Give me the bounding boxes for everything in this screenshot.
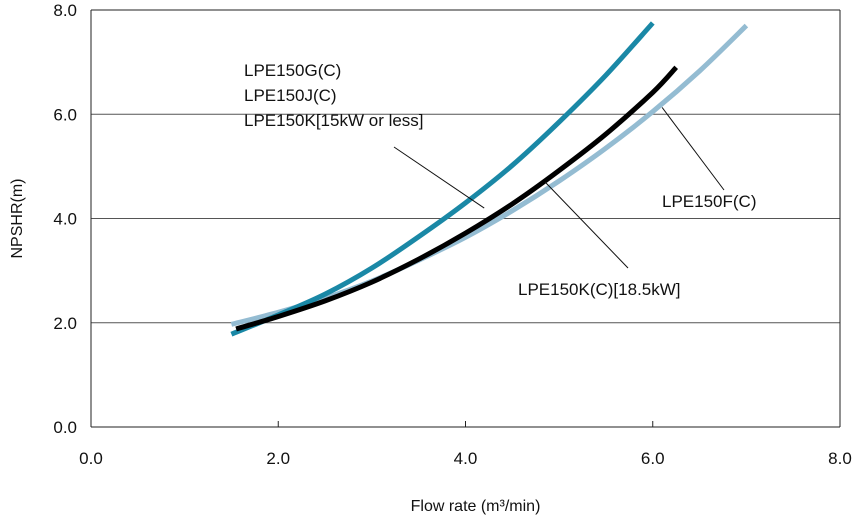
y-axis-title: NPSHR(m) [9, 179, 26, 259]
x-tick-label: 6.0 [641, 449, 665, 468]
annotation-label: LPE150K(C)[18.5kW] [518, 280, 681, 299]
y-tick-label: 4.0 [53, 210, 77, 229]
y-tick-label: 0.0 [53, 418, 77, 437]
x-axis-title: Flow rate (m³/min) [411, 498, 541, 515]
annotation-label: LPE150J(C) [244, 86, 337, 105]
annotation-leader-line [393, 146, 485, 209]
tick-layer: 0.0 2.0 4.0 6.0 8.0 0.0 2.0 4.0 6.0 8.0 [53, 1, 851, 468]
series-line-2 [235, 65, 679, 332]
series-line-3 [230, 23, 749, 327]
x-tick-label: 2.0 [266, 449, 290, 468]
annotation-leader-line [544, 181, 629, 269]
x-tick-label: 4.0 [454, 449, 478, 468]
axis-layer [90, 9, 841, 428]
x-tick-label: 0.0 [79, 449, 103, 468]
series-layer [230, 21, 749, 337]
annotation-layer: LPE150G(C) LPE150J(C) LPE150K[15kW or less… [244, 61, 756, 299]
annotation-leader-line [661, 107, 725, 191]
y-tick-label: 8.0 [53, 1, 77, 20]
annotation-label: LPE150F(C) [662, 192, 756, 211]
x-tick-label: 8.0 [828, 449, 852, 468]
annotation-label: LPE150K[15kW or less] [244, 111, 424, 130]
y-tick-label: 2.0 [53, 314, 77, 333]
series-line-1 [230, 21, 655, 337]
annotation-label: LPE150G(C) [244, 61, 341, 80]
grid-layer [91, 113, 840, 324]
y-tick-label: 6.0 [53, 105, 77, 124]
